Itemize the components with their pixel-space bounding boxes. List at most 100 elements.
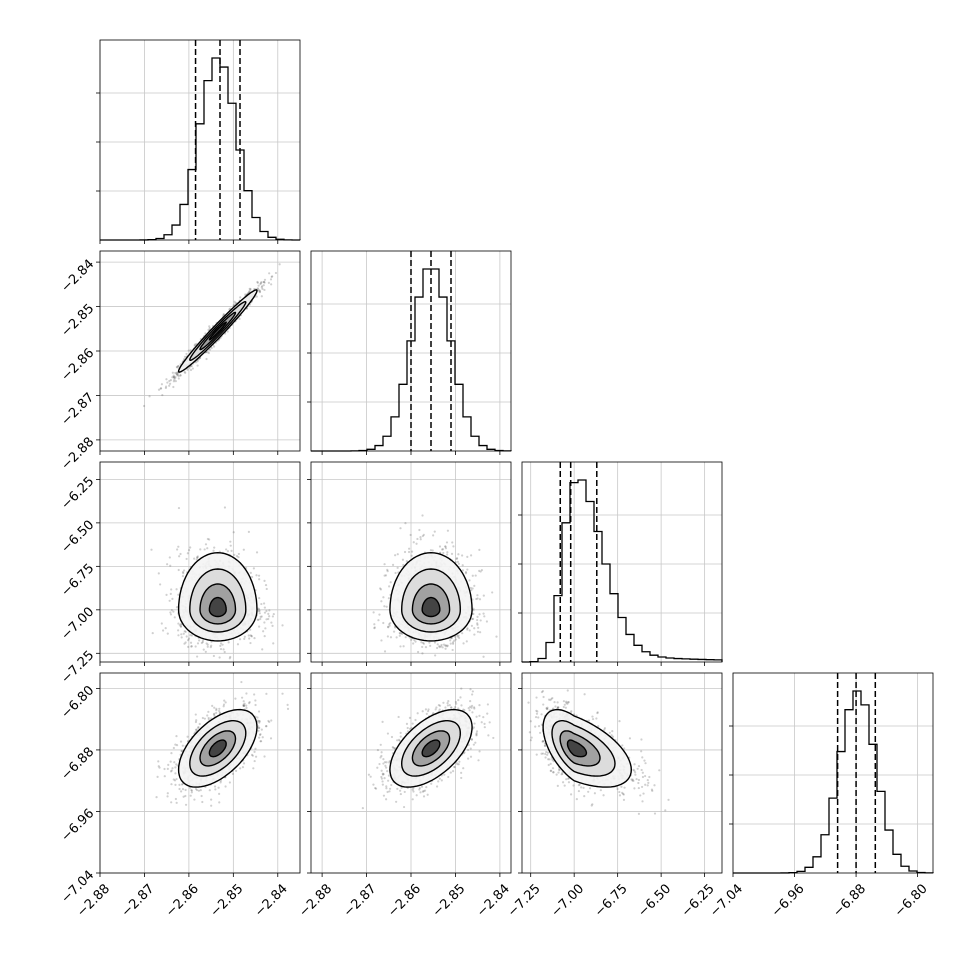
scatter-point (267, 612, 270, 615)
scatter-point (518, 623, 520, 625)
scatter-point (454, 635, 457, 639)
scatter-point (210, 804, 213, 807)
scatter-point (183, 370, 186, 373)
scatter-point (172, 380, 176, 383)
scatter-point (223, 650, 226, 654)
scatter-point (176, 373, 179, 376)
scatter-point (160, 383, 164, 386)
scatter-point (205, 357, 208, 361)
scatter-point (436, 643, 439, 646)
scatter-point (263, 288, 266, 292)
scatter-point (377, 619, 380, 622)
scatter-point (218, 801, 221, 804)
scatter-point (166, 632, 169, 635)
scatter-point (165, 378, 168, 381)
scatter-point (373, 627, 376, 630)
scatter-point (286, 703, 289, 706)
scatter-point (260, 286, 263, 289)
scatter-point (196, 364, 199, 367)
scatter-point (193, 344, 196, 347)
scatter-point (196, 642, 200, 645)
scatter-point (181, 575, 185, 578)
scatter-point (378, 613, 381, 616)
scatter-point (457, 562, 460, 565)
scatter-point (187, 349, 190, 352)
scatter-point (208, 327, 211, 330)
scatter-point (249, 571, 252, 574)
scatter-point (218, 656, 221, 659)
scatter-point (431, 549, 434, 552)
scatter-point (446, 529, 450, 532)
scatter-point (438, 646, 441, 649)
scatter-point (172, 375, 176, 378)
scatter-point (271, 275, 274, 278)
scatter-point (206, 714, 209, 717)
scatter-point (476, 615, 479, 619)
scatter-point (235, 769, 238, 772)
scatter-point (219, 642, 223, 645)
scatter-point (259, 282, 262, 286)
scatter-point (272, 612, 275, 616)
scatter-point (186, 735, 189, 738)
scatter-point (469, 586, 472, 590)
scatter-point (257, 610, 260, 613)
scatter-point (262, 284, 265, 287)
scatter-point (185, 635, 188, 638)
scatter-point (173, 616, 176, 619)
scatter-point (383, 563, 386, 566)
scatter-point (199, 789, 202, 792)
scatter-point (174, 375, 177, 378)
scatter-point (252, 567, 255, 570)
scatter-point (179, 623, 182, 626)
scatter-point (466, 568, 469, 571)
scatter-point (466, 628, 469, 631)
scatter-point (421, 641, 425, 645)
scatter-point (263, 621, 266, 624)
scatter-point (242, 704, 245, 707)
scatter-point (186, 368, 189, 371)
scatter-point (262, 602, 266, 605)
scatter-point (206, 645, 209, 648)
scatter-point (451, 642, 455, 645)
scatter-point (471, 587, 474, 590)
scatter-point (159, 387, 163, 390)
scatter-point (461, 632, 464, 635)
scatter-point (206, 537, 209, 541)
scatter-point (180, 790, 183, 793)
scatter-point (230, 549, 233, 552)
scatter-point (170, 801, 173, 804)
histogram-panel-1 (99, 39, 301, 241)
scatter-point (177, 545, 180, 548)
scatter-point (379, 587, 382, 590)
scatter-point (223, 506, 227, 509)
scatter-point (170, 608, 173, 612)
scatter-point (172, 375, 175, 379)
scatter-point (270, 283, 273, 286)
scatter-point (168, 384, 171, 387)
scatter-point (415, 542, 418, 545)
scatter-point (399, 632, 402, 635)
scatter-point (255, 295, 258, 298)
scatter-point (222, 313, 225, 316)
scatter-point (212, 345, 216, 348)
scatter-point (183, 355, 187, 358)
scatter-point (268, 272, 271, 275)
scatter-point (197, 726, 200, 729)
scatter-point (177, 506, 181, 510)
scatter-point (267, 281, 270, 284)
scatter-point (261, 736, 264, 739)
scatter-point (229, 655, 232, 659)
scatter-point (180, 633, 183, 636)
scatter-point (256, 281, 259, 284)
scatter-point (168, 599, 171, 602)
scatter-point (485, 620, 489, 623)
scatter-point (446, 551, 449, 554)
histogram-panel-3 (521, 461, 723, 663)
scatter-point (166, 792, 169, 795)
scatter-point (421, 534, 424, 538)
scatter-point (457, 634, 460, 637)
scatter-point (438, 645, 441, 648)
scatter-point (174, 783, 177, 786)
scatter-point (472, 607, 475, 610)
scatter-point (187, 637, 191, 640)
